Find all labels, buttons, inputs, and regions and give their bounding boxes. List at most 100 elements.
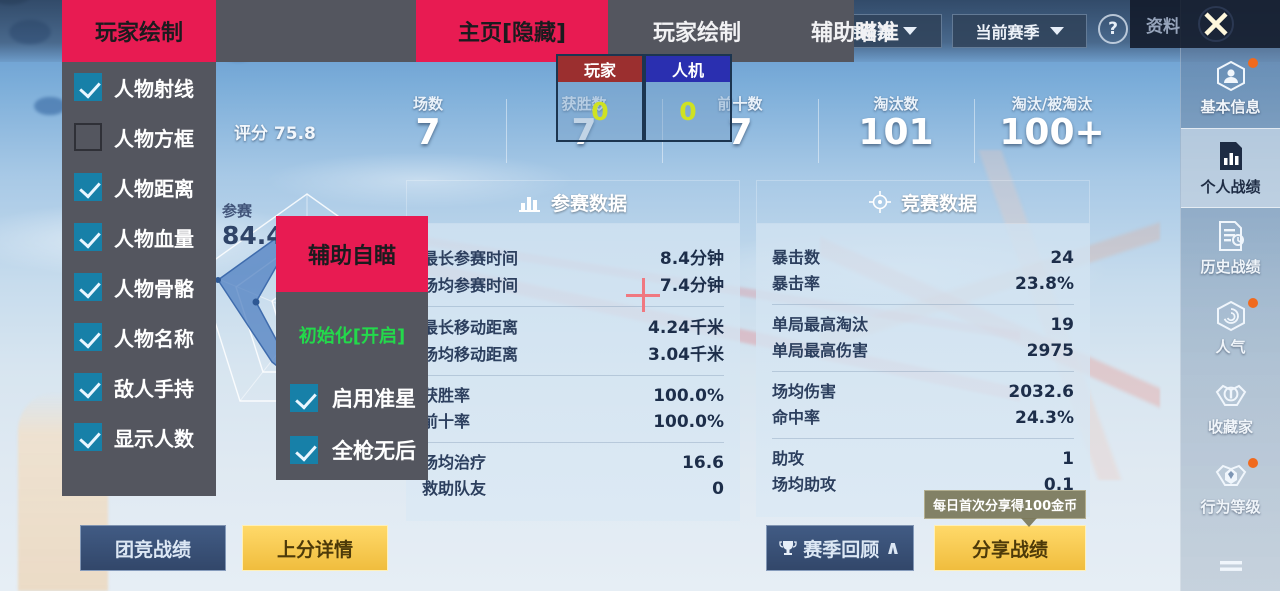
stat-key: 前十率 xyxy=(422,412,471,431)
stat-val: 1 xyxy=(1062,449,1074,469)
stat-value: 7 xyxy=(571,112,597,154)
player-bot-counter: 玩家 0 人机 0 xyxy=(556,54,732,142)
overlay-option-label: 人物名称 xyxy=(114,326,194,351)
checkbox-icon-checked[interactable] xyxy=(74,173,102,201)
checkbox-icon-checked[interactable] xyxy=(290,384,318,412)
bot-counter-label: 人机 xyxy=(646,56,730,82)
panel-body: 暴击数 24 暴击率 23.8% 单局最高淘汰 19 单局最高伤害 2975 xyxy=(756,224,1090,517)
radar-axis-name: 参赛 xyxy=(222,202,253,220)
close-x-icon[interactable] xyxy=(1194,4,1238,44)
stat-val: 4.24千米 xyxy=(648,318,724,338)
overlay-option-row[interactable]: 人物血量 xyxy=(62,212,216,262)
share-record-button[interactable]: 分享战绩 xyxy=(934,525,1086,571)
overlay-tab-label: 主页[隐藏] xyxy=(457,21,567,46)
stat-row: 单局最高淘汰 19 xyxy=(772,310,1074,336)
checkbox-icon-checked[interactable] xyxy=(74,373,102,401)
overlay-menu-bar: 玩家绘制 主页[隐藏] 玩家绘制 辅助瞄准 xyxy=(62,0,899,62)
panel-title: 参赛数据 xyxy=(550,192,627,215)
sidebar-item-behavior-level[interactable]: 行为等级 xyxy=(1181,448,1280,528)
stat-key: 场均伤害 xyxy=(772,382,837,401)
stat-key: 场均移动距离 xyxy=(422,345,519,364)
stat-row: 场均治疗 16.6 xyxy=(422,448,724,474)
overlay-tab-home[interactable]: 主页[隐藏] xyxy=(416,0,608,62)
overlay-tab-label: 玩家绘制 xyxy=(94,21,183,46)
stat-val: 2975 xyxy=(1026,341,1074,361)
caret-up-icon: ∧ xyxy=(885,537,901,559)
overlay-aim-panel-title[interactable]: 辅助自瞄 xyxy=(276,216,428,292)
person-badge-icon xyxy=(1216,60,1245,91)
overlay-option-row[interactable]: 显示人数 xyxy=(62,412,216,462)
stat-row: 场均伤害 2032.6 xyxy=(772,377,1074,403)
mode-dropdown-value: 空降赛 xyxy=(844,23,893,42)
stat-value: 101 xyxy=(858,112,934,154)
checkbox-icon-unchecked[interactable] xyxy=(74,123,102,151)
overlay-option-row[interactable]: 全枪无后 xyxy=(276,424,428,476)
checkbox-icon-checked[interactable] xyxy=(74,73,102,101)
stat-val: 100.0% xyxy=(653,412,724,432)
stat-val: 24 xyxy=(1050,248,1074,268)
stat-row: 最长参赛时间 8.4分钟 xyxy=(422,243,724,270)
overlay-option-row[interactable]: 人物方框 xyxy=(62,112,216,162)
performance-radar-chart: 参赛 84.4 xyxy=(182,176,432,476)
overlay-option-row[interactable]: 启用准星 xyxy=(276,372,428,424)
season-dropdown[interactable]: 当前赛季 xyxy=(952,14,1087,48)
season-dropdown-value: 当前赛季 xyxy=(975,23,1040,42)
notification-dot xyxy=(1248,458,1258,468)
overlay-tab-player-draw-active[interactable]: 玩家绘制 xyxy=(62,0,216,62)
sidebar-header-label: 资料 xyxy=(1146,16,1180,37)
overlay-option-row[interactable]: 人物射线 xyxy=(62,62,216,112)
checkbox-icon-checked[interactable] xyxy=(74,423,102,451)
overlay-option-row[interactable]: 敌人手持 xyxy=(62,362,216,412)
stat-group: 获胜率 100.0% 前十率 100.0% xyxy=(422,376,724,443)
stat-row: 场均移动距离 3.04千米 xyxy=(422,339,724,366)
checkbox-icon-checked[interactable] xyxy=(74,223,102,251)
button-label: 赛季回顾 xyxy=(803,538,880,561)
radar-axis-label: 参赛 84.4 xyxy=(222,200,284,250)
sidebar-item-more[interactable] xyxy=(1181,528,1280,591)
overlay-option-row[interactable]: 人物骨骼 xyxy=(62,262,216,312)
sidebar-item-popularity[interactable]: 人气 xyxy=(1181,288,1280,368)
profile-sidebar: 基本信息 个人战绩 历史战绩 xyxy=(1180,0,1280,591)
stat-row: 前十率 100.0% xyxy=(422,407,724,433)
sidebar-item-history-record[interactable]: 历史战绩 xyxy=(1181,208,1280,288)
checkbox-icon-checked[interactable] xyxy=(74,273,102,301)
stat-label: 场数 xyxy=(412,95,443,114)
checkbox-icon-checked[interactable] xyxy=(74,323,102,351)
help-button[interactable]: ? xyxy=(1098,14,1128,44)
sidebar-item-personal-record[interactable]: 个人战绩 xyxy=(1181,128,1280,208)
stat-row: 最长移动距离 4.24千米 xyxy=(422,312,724,339)
sidebar-item-collector[interactable]: 收藏家 xyxy=(1181,368,1280,448)
checkbox-icon-checked[interactable] xyxy=(290,436,318,464)
aim-crosshair-overlay xyxy=(626,278,660,312)
stat-val: 23.8% xyxy=(1015,274,1074,294)
stat-key: 场均助攻 xyxy=(772,475,837,494)
stat-row: 救助队友 0 xyxy=(422,474,724,500)
stat-kd: 淘汰/被淘汰 100+ xyxy=(974,93,1130,163)
chart-document-icon xyxy=(1219,141,1242,170)
overlay-option-label: 敌人手持 xyxy=(114,376,194,401)
popularity-rose-icon xyxy=(1216,300,1245,331)
crosshair-target-icon xyxy=(868,191,891,213)
overlay-aim-assist-panel: 辅助自瞄 初始化[开启] 启用准星 全枪无后 xyxy=(276,216,428,480)
notification-dot xyxy=(1248,58,1258,68)
stat-key: 场均治疗 xyxy=(422,453,487,472)
sidebar-item-label: 收藏家 xyxy=(1207,417,1253,436)
stat-row: 助攻 1 xyxy=(772,444,1074,470)
stat-group: 暴击数 24 暴击率 23.8% xyxy=(772,238,1074,305)
overlay-option-row[interactable]: 人物距离 xyxy=(62,162,216,212)
stat-key: 暴击率 xyxy=(772,274,821,293)
more-menu-icon xyxy=(1219,561,1242,571)
overlay-option-row[interactable]: 人物名称 xyxy=(62,312,216,362)
stat-group: 最长移动距离 4.24千米 场均移动距离 3.04千米 xyxy=(422,307,724,376)
stat-val: 0 xyxy=(712,479,724,499)
stat-group: 场均治疗 16.6 救助队友 0 xyxy=(422,443,724,509)
overlay-tab-aim-assist[interactable]: 辅助瞄准 xyxy=(780,0,930,62)
sidebar-item-basic-info[interactable]: 基本信息 xyxy=(1181,48,1280,128)
stat-value: 7 xyxy=(415,112,441,154)
rank-details-button[interactable]: 上分详情 xyxy=(242,525,388,571)
overlay-tab-player-draw[interactable]: 玩家绘制 xyxy=(622,0,772,62)
behavior-shield-icon xyxy=(1215,464,1246,486)
overlay-player-draw-panel: 人物射线 人物方框 人物距离 人物血量 人物骨骼 人物名称 敌人手持 显示人数 xyxy=(62,62,216,496)
season-review-button[interactable]: 赛季回顾 ∧ xyxy=(766,525,914,571)
team-record-button[interactable]: 团竞战绩 xyxy=(80,525,226,571)
